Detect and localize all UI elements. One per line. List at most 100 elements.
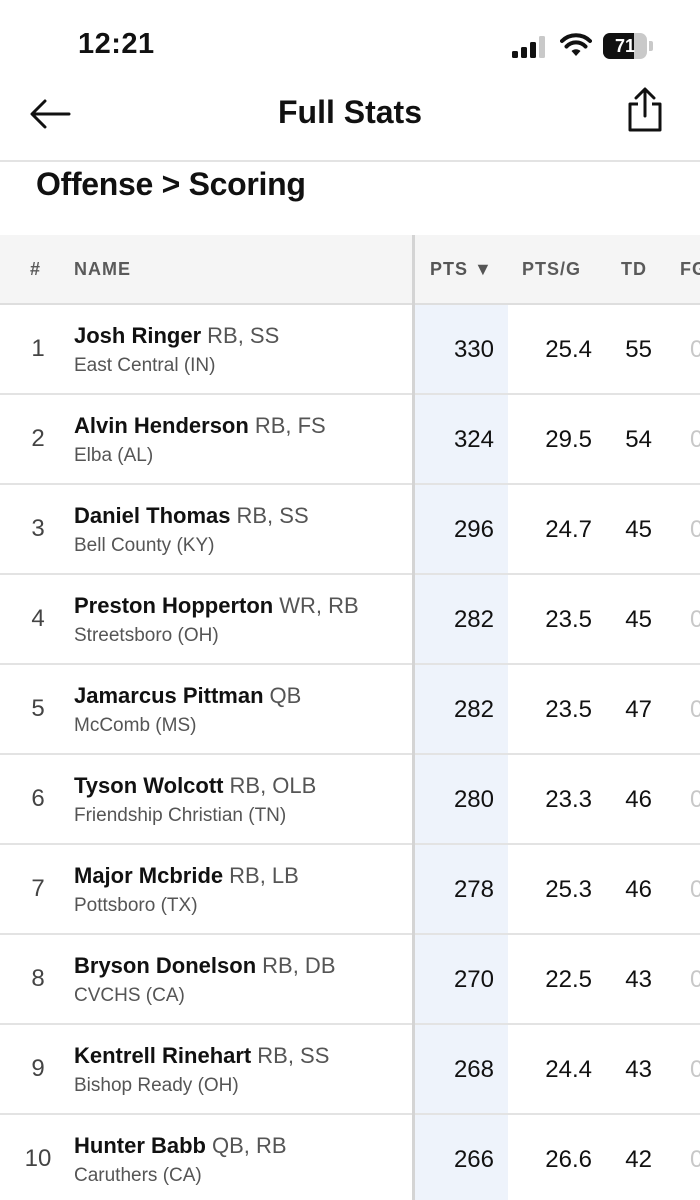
stat-pts: 296 — [453, 516, 494, 543]
table-row[interactable]: 6 Tyson Wolcott RB, OLB Friendship Christia… — [0, 755, 700, 845]
player-school: Streetsboro (OH) — [74, 625, 219, 646]
stat-pts-per-game: 23.5 — [545, 696, 592, 723]
row-rank: 5 — [31, 695, 45, 722]
stat-pts: 278 — [453, 876, 494, 903]
player-position: QB, RB — [212, 1133, 287, 1158]
player-school: Friendship Christian (TN) — [74, 805, 287, 826]
player-school: Bishop Ready (OH) — [74, 1075, 239, 1096]
player-name[interactable]: Major Mcbride — [74, 863, 224, 888]
stat-fg: 0 — [690, 876, 700, 903]
stat-td: 54 — [625, 426, 652, 453]
player-name-line[interactable]: Major Mcbride RB, LB — [74, 863, 299, 889]
table-row[interactable]: 10 Hunter Babb QB, RB Caruthers (CA) 266 26.6… — [0, 1115, 700, 1200]
row-rank: 10 — [24, 1145, 52, 1172]
player-name[interactable]: Josh Ringer — [74, 323, 202, 348]
player-position: RB, LB — [229, 863, 299, 888]
column-header-pts[interactable]: PTS ▼ — [430, 259, 493, 279]
row-rank: 2 — [31, 425, 45, 452]
player-name-line[interactable]: Tyson Wolcott RB, OLB — [74, 773, 316, 799]
stat-pts-per-game: 26.6 — [545, 1146, 592, 1173]
stat-pts: 282 — [453, 696, 494, 723]
stat-td: 55 — [625, 336, 652, 363]
stat-td: 43 — [625, 1056, 652, 1083]
column-header-name[interactable]: NAME — [74, 259, 131, 279]
player-position: RB, FS — [254, 413, 326, 438]
player-position: RB, OLB — [229, 773, 317, 798]
table-row[interactable]: 8 Bryson Donelson RB, DB CVCHS (CA) 270 22.5 4… — [0, 935, 700, 1025]
stat-pts-per-game: 25.4 — [545, 336, 592, 363]
stat-pts: 268 — [453, 1056, 494, 1083]
sorted-column-highlight — [414, 235, 508, 1200]
player-name-line[interactable]: Kentrell Rinehart RB, SS — [74, 1043, 329, 1069]
row-rank: 1 — [31, 335, 45, 362]
player-position: RB, DB — [262, 953, 336, 978]
arrow-left-icon — [30, 99, 71, 129]
share-button[interactable] — [620, 84, 670, 136]
player-name-line[interactable]: Jamarcus Pittman QB — [74, 683, 301, 709]
stat-pts-per-game: 23.3 — [545, 786, 592, 813]
player-name[interactable]: Daniel Thomas — [74, 503, 231, 528]
status-bar: 12:21 71 — [0, 0, 700, 80]
stat-pts-per-game: 24.4 — [545, 1056, 592, 1083]
player-position: WR, RB — [279, 593, 359, 618]
battery-indicator: 71 — [603, 33, 653, 59]
row-rank: 6 — [31, 785, 45, 812]
sticky-column-divider — [412, 235, 415, 1200]
player-name[interactable]: Hunter Babb — [74, 1133, 206, 1158]
player-name[interactable]: Tyson Wolcott — [74, 773, 224, 798]
player-name[interactable]: Alvin Henderson — [74, 413, 249, 438]
page-title: Full Stats — [277, 94, 422, 130]
table-row[interactable]: 1 Josh Ringer RB, SS East Central (IN) 330 25… — [0, 305, 700, 395]
player-name-line[interactable]: Bryson Donelson RB, DB — [74, 953, 336, 979]
player-school: McComb (MS) — [74, 715, 197, 736]
stat-td: 43 — [625, 966, 652, 993]
row-rank: 3 — [31, 515, 45, 542]
player-name[interactable]: Preston Hopperton — [74, 593, 274, 618]
table-row[interactable]: 2 Alvin Henderson RB, FS Elba (AL) 324 29.5 54… — [0, 395, 700, 485]
player-name[interactable]: Bryson Donelson — [74, 953, 257, 978]
row-rank: 4 — [31, 605, 45, 632]
nav-header: Full Stats — [0, 80, 700, 162]
player-name-line[interactable]: Daniel Thomas RB, SS — [74, 503, 309, 529]
player-position: QB — [269, 683, 302, 708]
player-school: East Central (IN) — [74, 355, 216, 376]
table-row[interactable]: 7 Major Mcbride RB, LB Pottsboro (TX) 278 25.… — [0, 845, 700, 935]
column-header-td[interactable]: TD — [621, 259, 647, 279]
stat-fg: 0 — [690, 696, 700, 723]
player-position: RB, SS — [236, 503, 309, 528]
player-name-line[interactable]: Preston Hopperton WR, RB — [74, 593, 359, 619]
stat-pts-per-game: 23.5 — [545, 606, 592, 633]
stat-pts: 282 — [453, 606, 494, 633]
stat-td: 42 — [625, 1146, 652, 1173]
stat-pts-per-game: 29.5 — [545, 426, 592, 453]
table-row[interactable]: 5 Jamarcus Pittman QB McComb (MS) 282 23.5 47 0 — [0, 665, 700, 755]
table-header: # NAME PTS ▼ PTS/G TD FG — [0, 235, 700, 305]
table-row[interactable]: 9 Kentrell Rinehart RB, SS Bishop Ready (OH… — [0, 1025, 700, 1115]
stat-pts: 324 — [453, 426, 494, 453]
stat-pts: 280 — [453, 786, 494, 813]
table-row[interactable]: 3 Daniel Thomas RB, SS Bell County (KY) 296 2… — [0, 485, 700, 575]
stat-fg: 0 — [690, 516, 700, 543]
player-name-line[interactable]: Alvin Henderson RB, FS — [74, 413, 326, 439]
player-position: RB, SS — [207, 323, 280, 348]
column-header-rank: # — [30, 259, 42, 279]
stat-pts: 330 — [453, 336, 494, 363]
status-time: 12:21 — [78, 28, 155, 60]
player-name-line[interactable]: Josh Ringer RB, SS — [74, 323, 279, 349]
player-name[interactable]: Jamarcus Pittman — [74, 683, 264, 708]
player-name-line[interactable]: Hunter Babb QB, RB — [74, 1133, 287, 1159]
column-header-pts-per-game[interactable]: PTS/G — [522, 259, 582, 279]
stat-td: 46 — [625, 786, 652, 813]
player-school: Elba (AL) — [74, 445, 154, 466]
back-button[interactable] — [26, 94, 74, 134]
stat-fg: 0 — [690, 606, 700, 633]
stat-pts: 270 — [453, 966, 494, 993]
stat-fg: 0 — [690, 786, 700, 813]
stat-fg: 0 — [690, 966, 700, 993]
stat-fg: 0 — [690, 1056, 700, 1083]
column-header-fg[interactable]: FG — [680, 259, 700, 279]
stat-pts-per-game: 22.5 — [545, 966, 592, 993]
player-name[interactable]: Kentrell Rinehart — [74, 1043, 252, 1068]
table-row[interactable]: 4 Preston Hopperton WR, RB Streetsboro (OH)… — [0, 575, 700, 665]
stat-td: 45 — [625, 516, 652, 543]
